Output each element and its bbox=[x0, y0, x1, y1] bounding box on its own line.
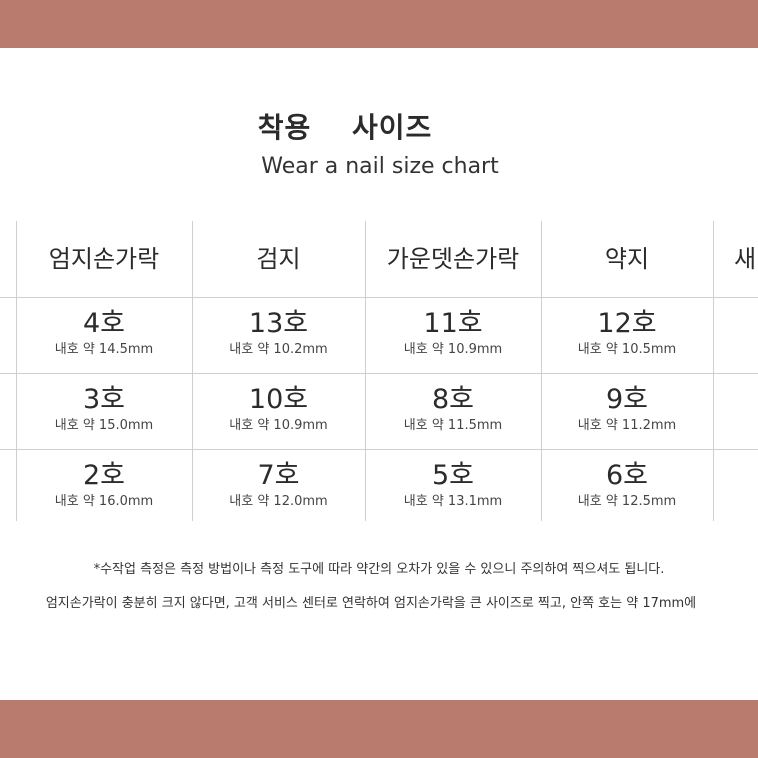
table-cell: 9호 내호 약 11.2mm bbox=[541, 373, 713, 449]
bottom-band bbox=[0, 700, 758, 758]
table-cell: 5호 내호 약 13.1mm bbox=[365, 449, 541, 525]
inner-label: 내호 약 10.9mm bbox=[403, 342, 503, 357]
table-cell: 13호 내호 약 10.2mm bbox=[192, 297, 365, 373]
inner-label: 내호 약 15.0mm bbox=[54, 418, 154, 433]
header-ring: 약지 bbox=[604, 245, 650, 273]
table-cell: 2호 내호 약 16.0mm bbox=[16, 449, 192, 525]
table-cell-partial bbox=[750, 297, 758, 373]
header-index: 검지 bbox=[256, 245, 301, 273]
size-label: 2호 bbox=[82, 460, 126, 491]
header-thumb: 엄지손가락 bbox=[48, 245, 160, 273]
grid-vline bbox=[541, 221, 542, 521]
inner-label: 내호 약 11.5mm bbox=[403, 418, 503, 433]
table-cell: 11호 내호 약 10.9mm bbox=[365, 297, 541, 373]
size-table: 엄지손가락 검지 가운뎃손가락 약지 새 4호 내호 약 14.5mm 13호 … bbox=[0, 221, 758, 521]
grid-vline bbox=[16, 221, 17, 521]
page-subtitle: Wear a nail size chart bbox=[261, 154, 499, 179]
grid-vline bbox=[713, 221, 714, 521]
grid-hline bbox=[0, 373, 758, 374]
inner-label: 내호 약 14.5mm bbox=[54, 342, 154, 357]
grid-hline bbox=[0, 449, 758, 450]
table-cell: 10호 내호 약 10.9mm bbox=[192, 373, 365, 449]
measurement-note: *수작업 측정은 측정 방법이나 측정 도구에 따라 약간의 오차가 있을 수 … bbox=[93, 562, 665, 577]
size-label: 8호 bbox=[431, 384, 475, 415]
inner-label: 내호 약 16.0mm bbox=[54, 494, 154, 509]
inner-label: 내호 약 12.0mm bbox=[229, 494, 328, 509]
inner-label: 내호 약 12.5mm bbox=[577, 494, 677, 509]
table-cell: 7호 내호 약 12.0mm bbox=[192, 449, 365, 525]
size-label: 10호 bbox=[248, 384, 309, 415]
header-pinky: 새 bbox=[734, 245, 757, 273]
table-cell: 4호 내호 약 14.5mm bbox=[16, 297, 192, 373]
size-label: 11호 bbox=[423, 308, 483, 339]
grid-vline bbox=[192, 221, 193, 521]
inner-label: 내호 약 10.9mm bbox=[229, 418, 328, 433]
inner-label: 내호 약 11.2mm bbox=[577, 418, 677, 433]
size-label: 13호 bbox=[248, 308, 309, 339]
size-label: 9호 bbox=[605, 384, 649, 415]
table-cell: 12호 내호 약 10.5mm bbox=[541, 297, 713, 373]
thumb-note: 엄지손가락이 충분히 크지 않다면, 고객 서비스 센터로 연락하여 엄지손가락… bbox=[45, 596, 697, 611]
size-label: 7호 bbox=[257, 460, 300, 491]
size-label: 12호 bbox=[597, 308, 657, 339]
table-cell: 3호 내호 약 15.0mm bbox=[16, 373, 192, 449]
top-band bbox=[0, 0, 758, 48]
inner-label: 내호 약 13.1mm bbox=[403, 494, 503, 509]
grid-hline bbox=[0, 297, 758, 298]
inner-label: 내호 약 10.5mm bbox=[577, 342, 677, 357]
size-label: 6호 bbox=[605, 460, 649, 491]
page-title: 착용 사이즈 bbox=[257, 111, 433, 144]
size-label: 3호 bbox=[82, 384, 126, 415]
table-cell: 6호 내호 약 12.5mm bbox=[541, 449, 713, 525]
grid-vline bbox=[365, 221, 366, 521]
size-label: 4호 bbox=[82, 308, 126, 339]
inner-label: 내호 약 10.2mm bbox=[229, 342, 328, 357]
size-label: 5호 bbox=[431, 460, 475, 491]
table-cell: 8호 내호 약 11.5mm bbox=[365, 373, 541, 449]
header-middle: 가운뎃손가락 bbox=[386, 245, 520, 273]
